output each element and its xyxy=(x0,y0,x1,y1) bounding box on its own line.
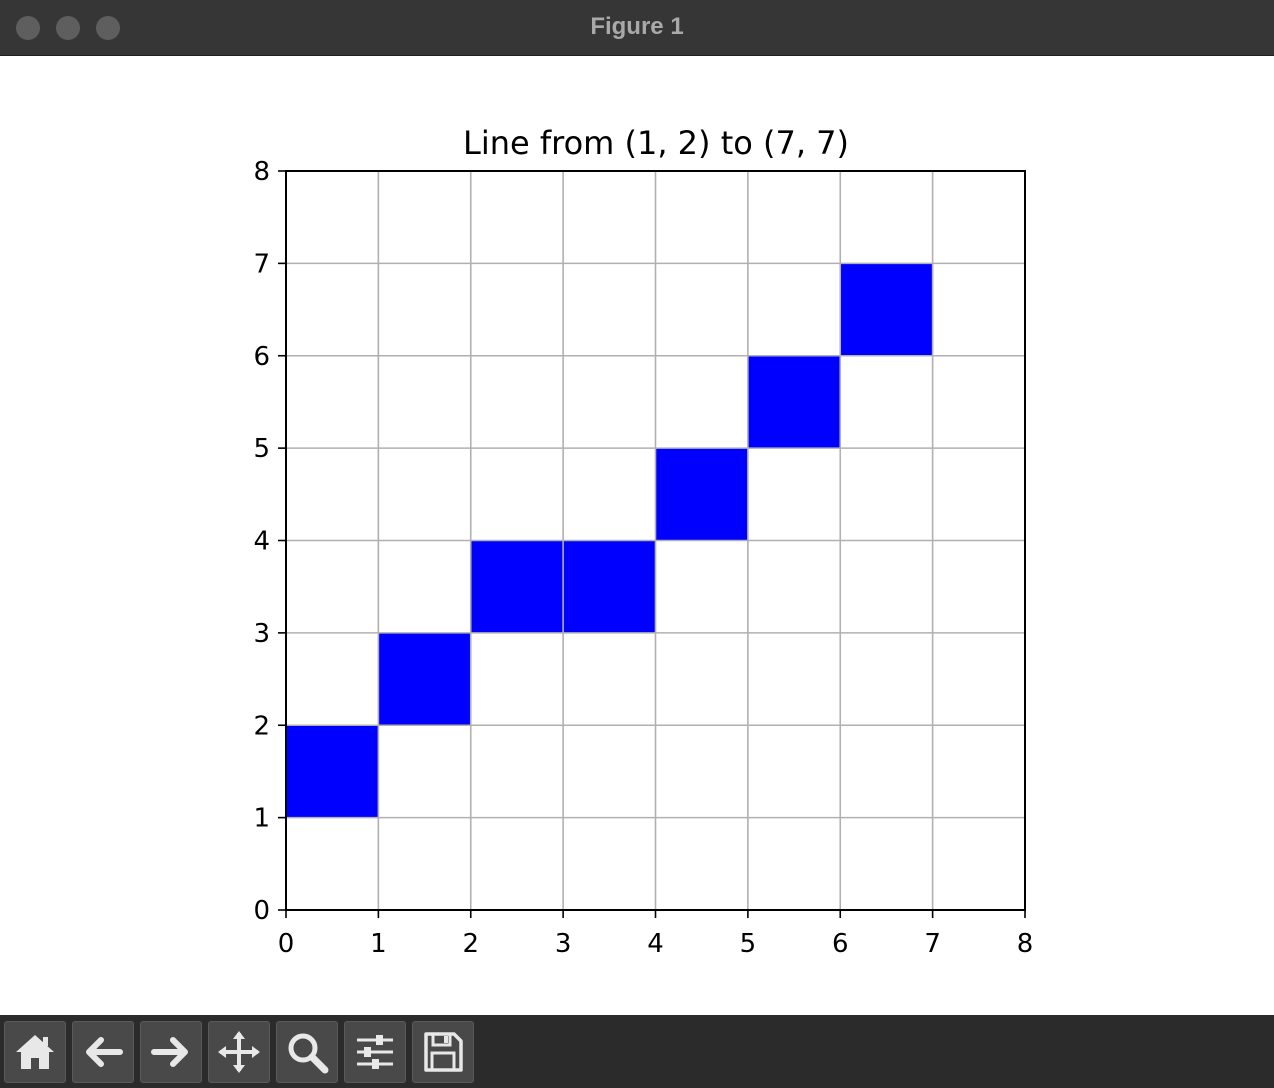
save-button[interactable] xyxy=(412,1021,474,1083)
x-tick-label-6: 6 xyxy=(832,929,849,959)
home-icon xyxy=(16,1035,54,1069)
y-tick-label-1: 1 xyxy=(253,804,270,834)
filled-cell-6 xyxy=(840,263,933,356)
sliders-icon xyxy=(357,1035,393,1069)
forward-button[interactable] xyxy=(140,1021,202,1083)
configure-subplots-button[interactable] xyxy=(344,1021,406,1083)
navigation-toolbar xyxy=(0,1015,1274,1088)
y-tick-label-0: 0 xyxy=(253,896,270,926)
window-title: Figure 1 xyxy=(590,13,684,40)
y-tick-label-7: 7 xyxy=(253,249,270,279)
floppy-disk-icon xyxy=(424,1032,463,1072)
y-tick-label-3: 3 xyxy=(253,619,270,649)
x-tick-label-4: 4 xyxy=(647,929,664,959)
filled-cell-5 xyxy=(747,355,841,449)
back-button[interactable] xyxy=(72,1021,134,1083)
minimize-window-button[interactable] xyxy=(56,16,80,40)
x-tick-label-3: 3 xyxy=(555,929,572,959)
y-tick-label-4: 4 xyxy=(253,527,270,557)
y-tick-label-6: 6 xyxy=(253,342,270,372)
filled-cell-4 xyxy=(655,448,748,541)
arrow-right-icon xyxy=(151,1037,188,1067)
maximize-window-button[interactable] xyxy=(96,16,120,40)
x-tick-label-5: 5 xyxy=(740,929,757,959)
x-tick-label-2: 2 xyxy=(462,929,479,959)
chart-title: Line from (1, 2) to (7, 7) xyxy=(463,124,849,162)
pan-button[interactable] xyxy=(208,1021,270,1083)
x-tick-label-1: 1 xyxy=(370,929,387,959)
y-tick-label-2: 2 xyxy=(253,711,270,741)
magnifier-icon xyxy=(288,1033,329,1074)
filled-cell-1 xyxy=(378,632,471,726)
x-tick-label-0: 0 xyxy=(278,929,295,959)
x-tick-label-7: 7 xyxy=(924,929,941,959)
y-tick-label-8: 8 xyxy=(253,157,270,187)
chart: Line from (1, 2) to (7, 7) 0 1 2 3 4 5 6 7 8 0 1 2 3… xyxy=(253,124,1034,959)
zoom-button[interactable] xyxy=(276,1021,338,1083)
filled-cell-2 xyxy=(470,540,564,633)
y-tick-label-5: 5 xyxy=(253,434,270,464)
filled-cell-0 xyxy=(286,725,379,818)
figure-canvas[interactable]: Line from (1, 2) to (7, 7) 0 1 2 3 4 5 6 7 8 0 1 2 3… xyxy=(0,57,1274,1015)
window-titlebar: Figure 1 xyxy=(0,0,1274,56)
arrow-left-icon xyxy=(86,1037,123,1067)
filled-cell-3 xyxy=(563,540,656,633)
close-window-button[interactable] xyxy=(16,16,40,40)
x-tick-label-8: 8 xyxy=(1017,929,1034,959)
home-button[interactable] xyxy=(4,1021,66,1083)
move-icon xyxy=(218,1031,260,1073)
